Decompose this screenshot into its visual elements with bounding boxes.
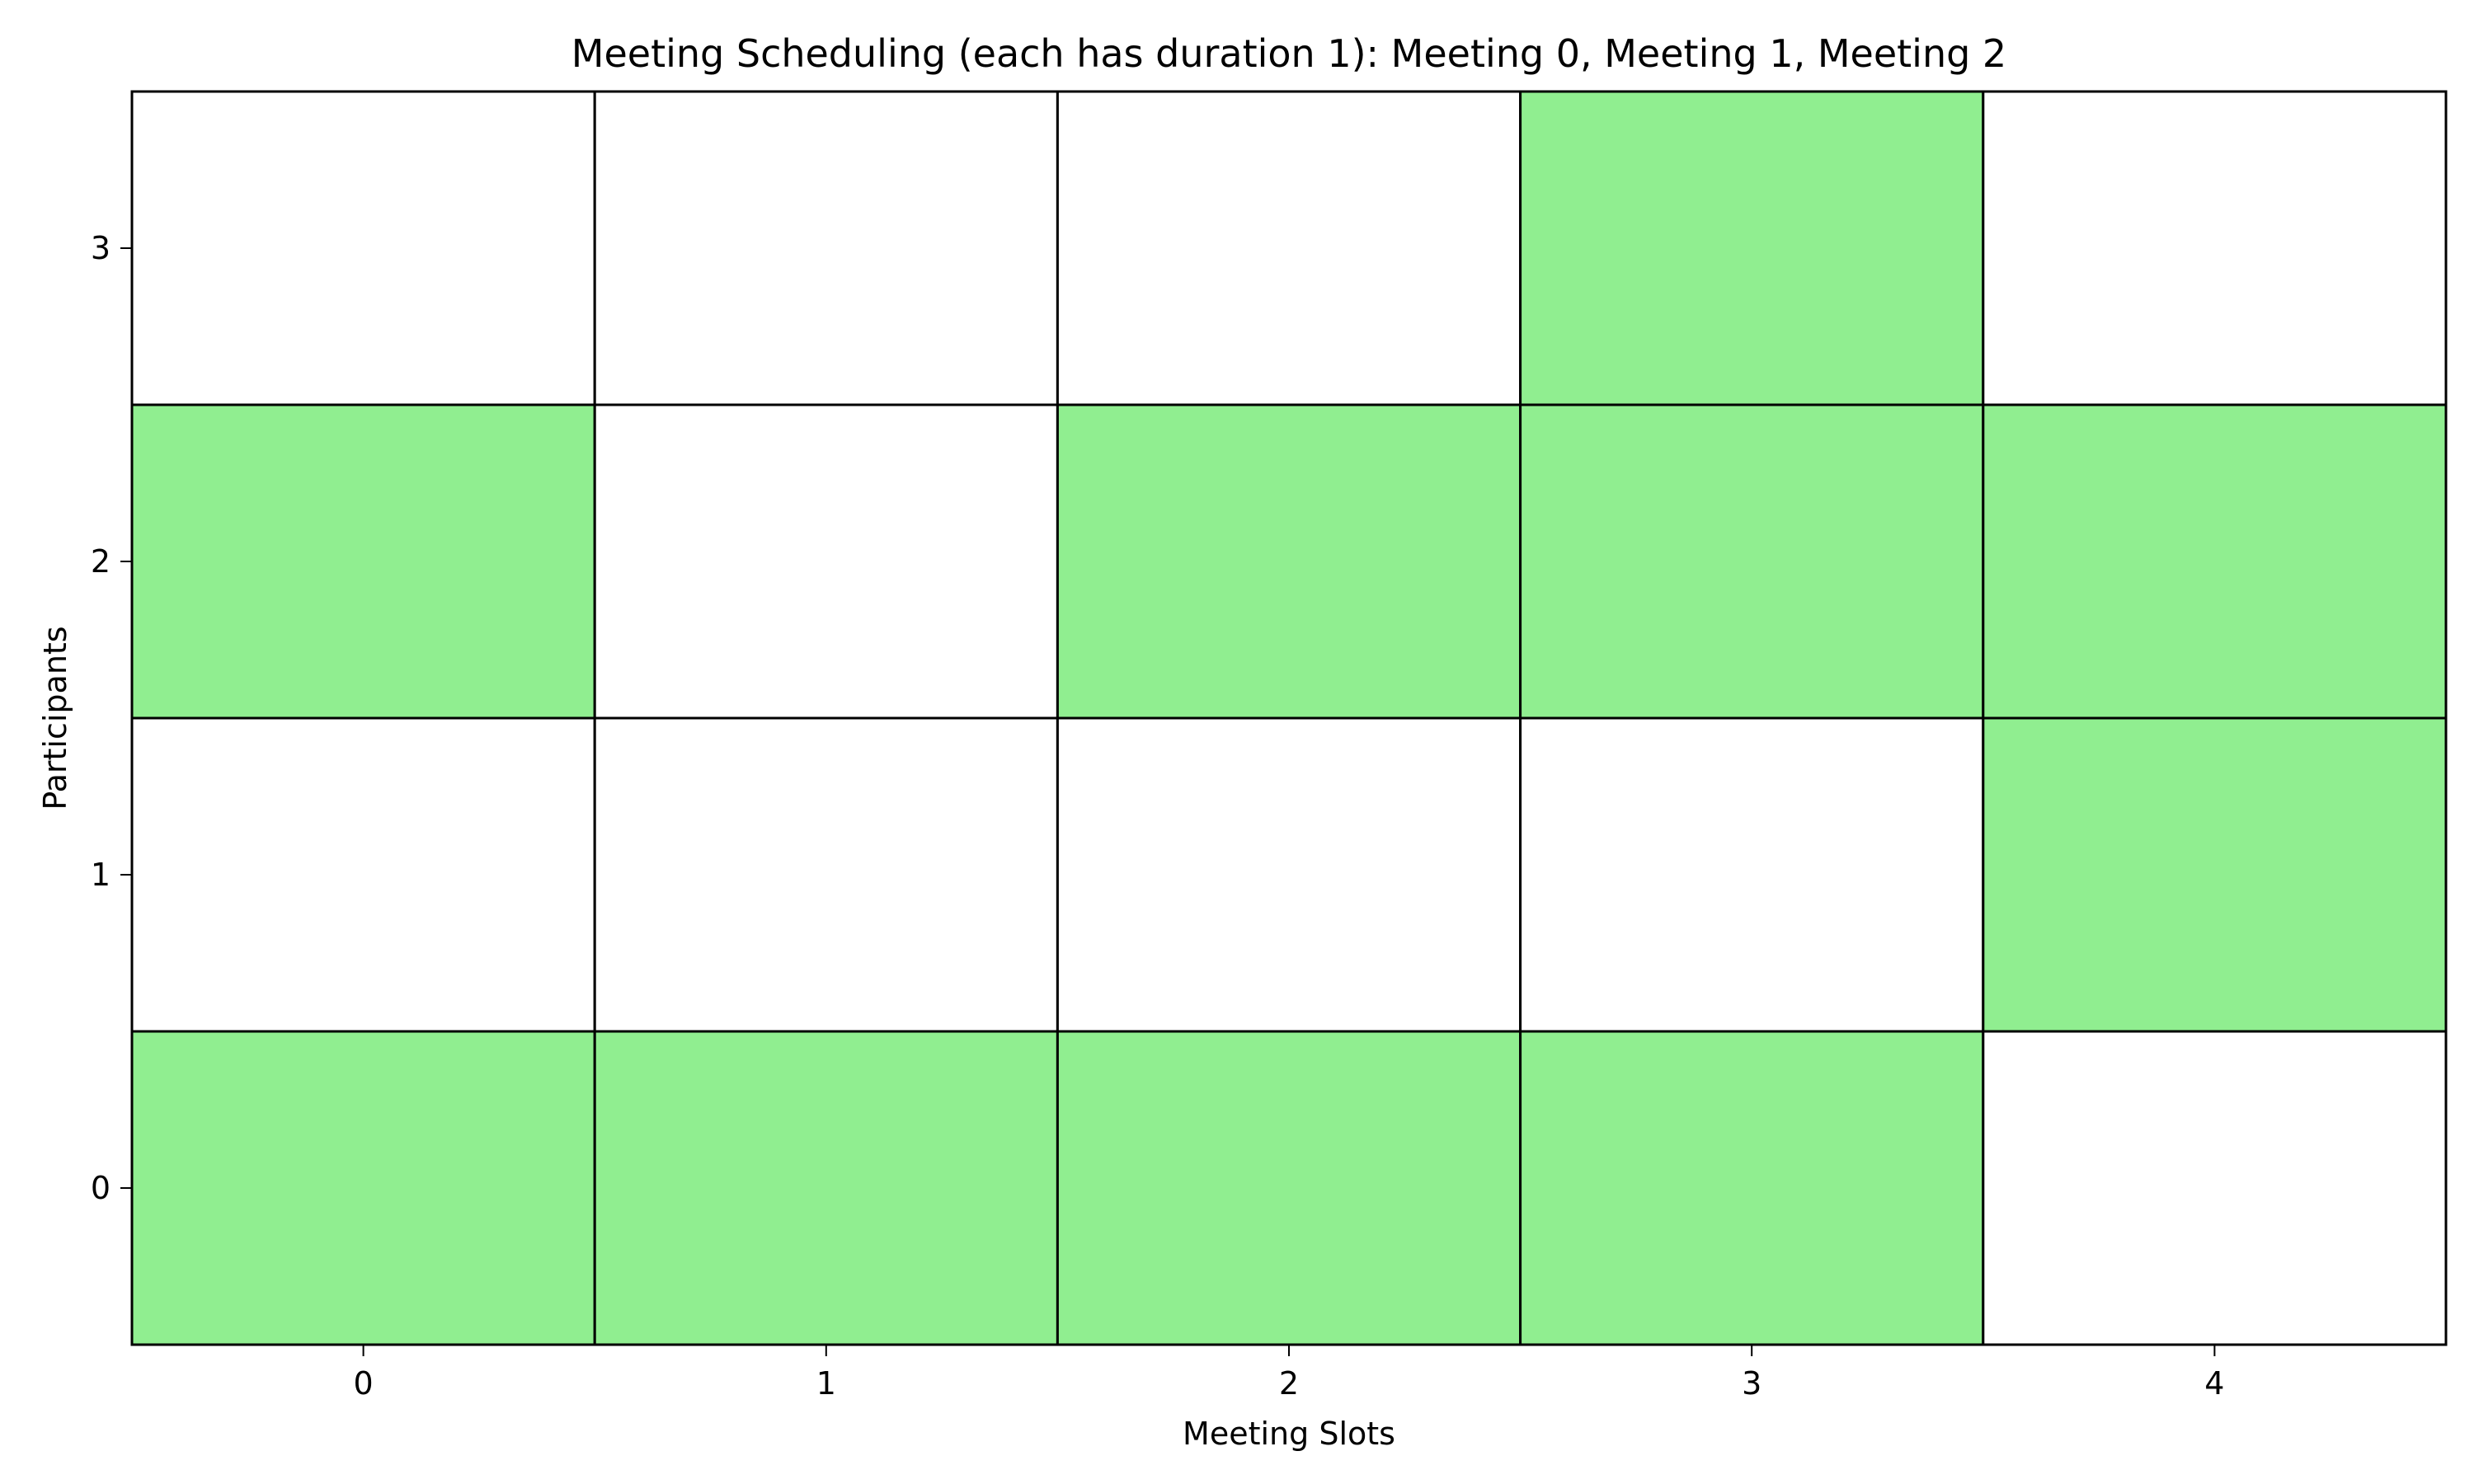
- y-axis-ticks: 0 1 2 3: [91, 230, 132, 1206]
- y-tick-label: 2: [91, 543, 111, 580]
- x-tick-label: 4: [2204, 1365, 2224, 1402]
- x-tick-label: 0: [354, 1365, 374, 1402]
- heatmap-cell-p3-s1: [593, 90, 1059, 406]
- heatmap-cell-p2-s4: [1982, 403, 2448, 720]
- heatmap-cell-p3-s2: [1056, 90, 1522, 406]
- x-tick-label: 3: [1742, 1365, 1761, 1402]
- heatmap-cell-p0-s4: [1982, 1030, 2448, 1346]
- y-tick-label: 0: [91, 1170, 111, 1206]
- heatmap-cell-p0-s2: [1056, 1030, 1522, 1346]
- x-tick-label: 1: [816, 1365, 836, 1402]
- heatmap-cell-p3-s4: [1982, 90, 2448, 406]
- heatmap-cell-p2-s0: [130, 403, 596, 720]
- x-axis-label: Meeting Slots: [1183, 1416, 1395, 1452]
- heatmap-cell-p2-s2: [1056, 403, 1522, 720]
- heatmap-cell-p1-s3: [1519, 716, 1985, 1033]
- y-axis-label: Participants: [37, 626, 73, 810]
- heatmap-cell-p2-s1: [593, 403, 1059, 720]
- heatmap-cell-p1-s1: [593, 716, 1059, 1033]
- x-axis-ticks: 0 1 2 3 4: [354, 1345, 2224, 1402]
- y-tick-label: 3: [91, 230, 111, 266]
- heatmap-cell-p1-s4: [1982, 716, 2448, 1033]
- heatmap-cell-p1-s0: [130, 716, 596, 1033]
- heatmap-cell-p1-s2: [1056, 716, 1522, 1033]
- heatmap-cell-p0-s1: [593, 1030, 1059, 1346]
- x-tick-label: 2: [1279, 1365, 1299, 1402]
- heatmap-cells: [130, 90, 2448, 1346]
- y-tick-label: 1: [91, 857, 111, 893]
- heatmap-cell-p0-s0: [130, 1030, 596, 1346]
- heatmap-cell-p0-s3: [1519, 1030, 1985, 1346]
- heatmap-cell-p3-s0: [130, 90, 596, 406]
- heatmap-cell-p3-s3: [1519, 90, 1985, 406]
- chart-title: Meeting Scheduling (each has duration 1)…: [571, 31, 2006, 76]
- heatmap-cell-p2-s3: [1519, 403, 1985, 720]
